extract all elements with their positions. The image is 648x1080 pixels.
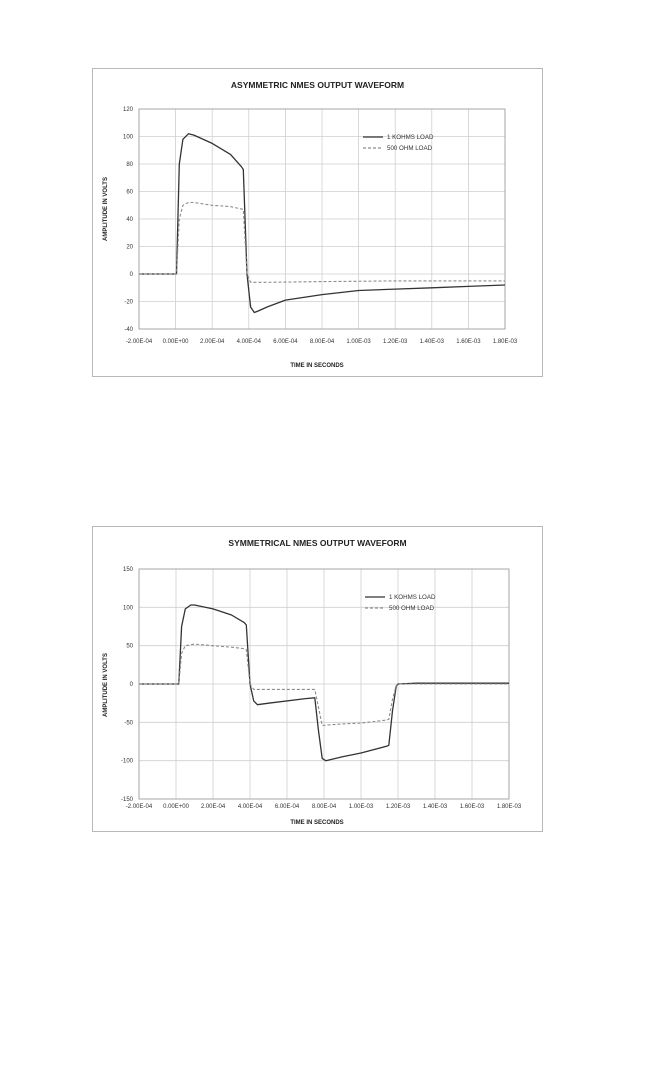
x-tick-label: 6.00E-04 — [275, 804, 300, 810]
chart-title: SYMMETRICAL NMES OUTPUT WAVEFORM — [228, 538, 406, 548]
x-tick-label: 1.40E-03 — [420, 339, 445, 345]
legend-label: 1 KOHMS LOAD — [389, 594, 436, 601]
x-tick-label: 0.00E+00 — [163, 339, 190, 345]
x-axis-label: TIME IN SECONDS — [290, 363, 343, 369]
symmetrical-waveform-chart: SYMMETRICAL NMES OUTPUT WAVEFORM -2.00E-… — [92, 526, 543, 832]
series-line-1kohm — [139, 133, 506, 314]
y-tick-label: -150 — [121, 797, 134, 803]
x-tick-label: 1.00E-03 — [346, 339, 371, 345]
y-tick-label: 80 — [126, 162, 133, 168]
x-tick-label: -2.00E-04 — [126, 339, 153, 345]
x-tick-label: 2.00E-04 — [201, 804, 226, 810]
y-tick-label: 100 — [123, 605, 134, 611]
x-tick-label: 6.00E-04 — [273, 339, 298, 345]
x-tick-label: 8.00E-04 — [310, 339, 335, 345]
y-tick-label: -40 — [124, 327, 133, 333]
y-tick-label: 100 — [123, 135, 134, 141]
y-axis-label: AMPLITUDE IN VOLTS — [103, 653, 109, 717]
plot-area-border — [138, 108, 506, 330]
x-tick-label: 2.00E-04 — [200, 339, 225, 345]
y-tick-label: 60 — [126, 190, 133, 196]
asymmetric-chart-svg: ASYMMETRIC NMES OUTPUT WAVEFORM -2.00E-0… — [103, 80, 518, 369]
y-tick-label: -100 — [121, 759, 134, 765]
x-axis-label: TIME IN SECONDS — [290, 820, 343, 826]
legend-label: 500 OHM LOAD — [389, 605, 435, 612]
series-line-1kohm — [139, 604, 509, 762]
series-line-500ohm — [139, 201, 505, 283]
x-tick-label: 1.60E-03 — [460, 804, 485, 810]
x-tick-label: 1.00E-03 — [349, 804, 374, 810]
y-tick-label: 150 — [123, 567, 134, 573]
y-axis-label: AMPLITUDE IN VOLTS — [103, 177, 109, 241]
y-tick-label: 0 — [130, 272, 134, 278]
legend: 1 KOHMS LOAD 500 OHM LOAD — [365, 594, 436, 612]
chart-title: ASYMMETRIC NMES OUTPUT WAVEFORM — [231, 80, 404, 90]
legend: 1 KOHMS LOAD 500 OHM LOAD — [363, 134, 434, 152]
y-tick-label: -50 — [124, 720, 133, 726]
y-tick-label: 40 — [126, 217, 133, 223]
y-tick-label: 0 — [130, 682, 134, 688]
x-tick-label: 1.80E-03 — [497, 804, 522, 810]
legend-label: 500 OHM LOAD — [387, 145, 433, 152]
x-tick-label: 1.80E-03 — [493, 339, 518, 345]
x-tick-label: 1.60E-03 — [456, 339, 481, 345]
x-tick-label: 8.00E-04 — [312, 804, 337, 810]
x-tick-label: 4.00E-04 — [238, 804, 263, 810]
y-tick-label: 50 — [126, 644, 133, 650]
x-tick-label: 1.40E-03 — [423, 804, 448, 810]
series-line-500ohm — [139, 643, 509, 726]
y-tick-label: -20 — [124, 300, 133, 306]
x-tick-label: 4.00E-04 — [237, 339, 262, 345]
y-tick-label: 20 — [126, 245, 133, 251]
x-tick-label: 0.00E+00 — [163, 804, 190, 810]
asymmetric-waveform-chart: ASYMMETRIC NMES OUTPUT WAVEFORM -2.00E-0… — [92, 68, 543, 377]
symmetrical-chart-svg: SYMMETRICAL NMES OUTPUT WAVEFORM -2.00E-… — [103, 538, 522, 826]
legend-label: 1 KOHMS LOAD — [387, 134, 434, 141]
x-tick-label: 1.20E-03 — [383, 339, 408, 345]
y-tick-label: 120 — [123, 107, 134, 113]
x-tick-label: 1.20E-03 — [386, 804, 411, 810]
x-tick-label: -2.00E-04 — [126, 804, 153, 810]
